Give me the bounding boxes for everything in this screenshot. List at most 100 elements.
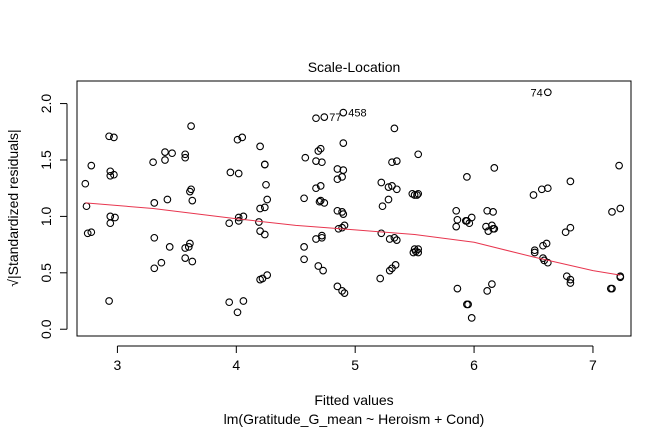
data-point (233, 308, 242, 317)
data-point (464, 300, 472, 309)
data-point (256, 204, 264, 213)
data-point (316, 182, 325, 190)
data-point (338, 223, 346, 232)
data-point (318, 233, 326, 242)
data-point (312, 157, 320, 165)
point-label: 458 (348, 108, 366, 120)
chart-title: Scale-Location (308, 59, 401, 75)
y-tick-label: 0.5 (38, 263, 54, 283)
data-point (339, 210, 348, 218)
data-point (300, 255, 308, 264)
data-point (87, 228, 96, 237)
data-point (390, 124, 399, 133)
data-point (301, 153, 310, 162)
data-point (391, 261, 400, 269)
x-tick-label: 5 (351, 357, 359, 373)
data-point (490, 224, 499, 233)
data-point (165, 243, 174, 251)
data-point (256, 142, 264, 151)
data-point (87, 161, 96, 170)
sqrt-symbol: √ (5, 279, 21, 287)
data-point (312, 184, 320, 193)
data-point (615, 161, 623, 170)
data-point (263, 195, 272, 204)
data-point (105, 132, 113, 141)
data-point (106, 219, 115, 228)
data-point (410, 191, 419, 199)
x-tick-label: 3 (114, 357, 122, 373)
data-point (314, 147, 323, 155)
data-point (187, 122, 195, 130)
data-point (542, 239, 551, 248)
data-point (110, 133, 118, 142)
data-point (384, 183, 393, 191)
data-point (105, 297, 113, 305)
data-point (339, 166, 348, 174)
data-point (262, 180, 270, 189)
x-tick-label: 7 (589, 357, 597, 373)
data-point (529, 191, 538, 199)
data-point (566, 279, 575, 287)
point-label: 77 (329, 112, 341, 124)
data-point (467, 314, 476, 322)
data-point (81, 179, 90, 188)
data-point (181, 153, 190, 162)
data-point (561, 228, 570, 237)
data-point (333, 165, 342, 173)
data-point (483, 206, 492, 215)
data-point (378, 202, 387, 211)
data-point (318, 158, 326, 167)
data-point (463, 173, 471, 181)
data-point (150, 264, 159, 273)
data-point (566, 177, 575, 186)
data-point (168, 149, 176, 158)
data-point (226, 168, 235, 177)
data-point (234, 217, 243, 225)
data-point (413, 191, 421, 199)
data-point (186, 239, 194, 248)
data-point (490, 164, 499, 172)
data-point (616, 272, 625, 281)
data-point (543, 88, 552, 97)
data-point (390, 233, 399, 242)
data-point (188, 196, 197, 205)
data-point (225, 219, 234, 228)
data-point (239, 297, 248, 305)
data-point (234, 213, 243, 222)
data-point (233, 135, 242, 144)
data-point (333, 175, 342, 184)
data-point (234, 169, 243, 178)
data-point (333, 282, 342, 291)
data-point (452, 222, 461, 231)
data-point (260, 160, 269, 169)
data-point (256, 227, 264, 235)
data-point (163, 195, 172, 204)
data-point (181, 244, 190, 252)
point-label: 74 (531, 87, 543, 99)
data-point (340, 289, 349, 297)
data-point (452, 206, 461, 215)
data-point (157, 258, 166, 267)
point-annotations: 74 77 458 (329, 87, 543, 124)
data-point (414, 189, 423, 198)
data-point (537, 185, 546, 194)
data-point (376, 274, 385, 283)
data-points (81, 88, 625, 322)
x-axis: 3 4 5 6 7 (114, 345, 597, 373)
data-point (385, 266, 394, 275)
data-point (608, 208, 616, 216)
data-point (414, 248, 423, 257)
data-point (260, 230, 269, 239)
data-point (320, 113, 329, 121)
data-point (106, 171, 115, 180)
data-point (453, 284, 462, 293)
data-point (150, 233, 159, 242)
y-axis: 0.0 0.5 1.0 1.5 2.0 (38, 94, 68, 339)
x-tick-label: 4 (232, 357, 240, 373)
data-point (161, 156, 169, 164)
data-point (339, 139, 348, 147)
model-formula-subtitle: lm(Gratitude_G_mean ~ Heroism + Cond) (224, 411, 485, 427)
data-point (338, 287, 346, 295)
data-point (263, 271, 272, 279)
